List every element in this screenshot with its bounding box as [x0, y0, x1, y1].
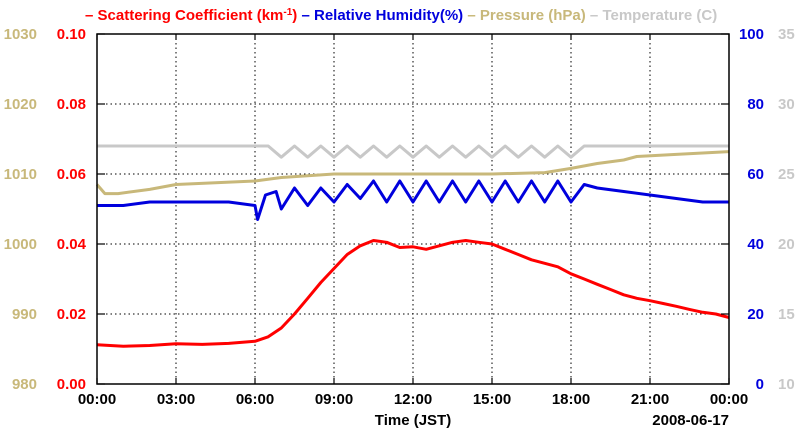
pressure-tick-label: 1020	[4, 96, 37, 113]
humidity-tick-label: 80	[747, 96, 764, 113]
x-tick-label: 15:00	[473, 391, 511, 408]
legend-entry: Scattering Coefficient (km	[98, 7, 284, 24]
legend-entry-close: )	[292, 7, 297, 24]
date-label: 2008-06-17	[652, 412, 729, 429]
legend-dash: –	[586, 7, 603, 24]
legend: – Scattering Coefficient (km-1) – Relati…	[85, 7, 717, 25]
temperature-tick-label: 30	[778, 96, 795, 113]
legend-dash: –	[463, 7, 480, 24]
scattering-tick-label: 0.00	[57, 376, 86, 393]
axes: 00:00 03:00 06:00 09:00 12:00 15:00 18:00 21:00…	[4, 26, 795, 408]
x-tick-label: 00:00	[710, 391, 748, 408]
series-group	[95, 144, 730, 348]
temperature-tick-label: 35	[778, 26, 795, 43]
humidity-tick-label: 40	[747, 236, 764, 253]
legend-line: – Scattering Coefficient (km-1) – Relati…	[85, 7, 717, 25]
temperature-tick-label: 15	[778, 306, 795, 323]
scattering-tick-label: 0.04	[57, 236, 87, 253]
pressure-tick-label: 1010	[4, 166, 37, 183]
series-line-temperature	[97, 144, 729, 159]
scattering-tick-label: 0.02	[57, 306, 86, 323]
legend-entry: Pressure (hPa)	[480, 7, 586, 24]
x-tick-label: 00:00	[78, 391, 116, 408]
pressure-tick-label: 980	[12, 376, 37, 393]
x-tick-label: 12:00	[394, 391, 432, 408]
x-tick-label: 06:00	[236, 391, 274, 408]
legend-dash: –	[85, 7, 98, 24]
x-tick-label: 18:00	[552, 391, 590, 408]
temperature-tick-label: 25	[778, 166, 795, 183]
gridlines	[97, 34, 729, 384]
legend-entry: Relative Humidity(%)	[314, 7, 463, 24]
scattering-tick-label: 0.06	[57, 166, 86, 183]
x-axis-title: Time (JST)	[375, 412, 451, 429]
pressure-tick-label: 1000	[4, 236, 37, 253]
series-line-pressure	[95, 150, 730, 196]
temperature-tick-label: 20	[778, 236, 795, 253]
humidity-tick-label: 0	[756, 376, 764, 393]
scattering-tick-label: 0.10	[57, 26, 86, 43]
x-tick-label: 09:00	[315, 391, 353, 408]
humidity-tick-label: 100	[739, 26, 764, 43]
pressure-tick-label: 1030	[4, 26, 37, 43]
scattering-tick-label: 0.08	[57, 96, 86, 113]
legend-superscript: -1	[283, 7, 292, 18]
temperature-tick-label: 10	[778, 376, 795, 393]
legend-dash: –	[297, 7, 314, 24]
series-line-scattering-coefficient	[96, 239, 730, 348]
legend-entry: Temperature (C)	[602, 7, 717, 24]
pressure-tick-label: 990	[12, 306, 37, 323]
humidity-tick-label: 20	[747, 306, 764, 323]
series-line-relative-humidity	[97, 179, 729, 221]
x-tick-label: 03:00	[157, 391, 195, 408]
humidity-tick-label: 60	[747, 166, 764, 183]
x-tick-label: 21:00	[631, 391, 669, 408]
